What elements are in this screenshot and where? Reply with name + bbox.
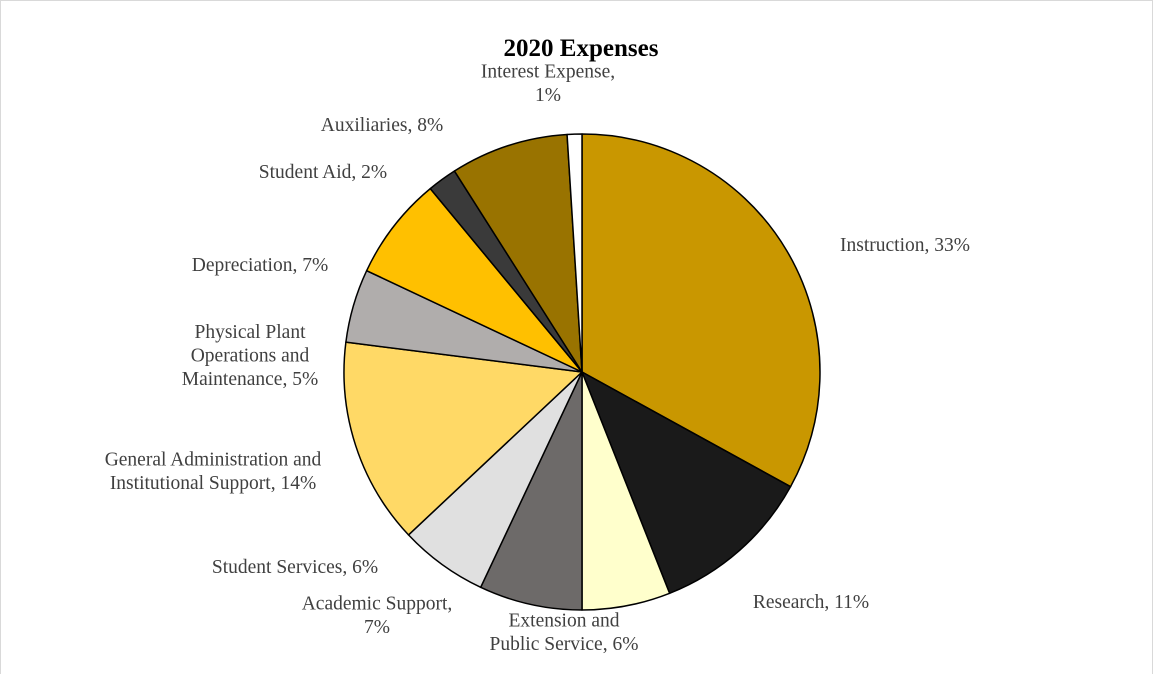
slice-label-auxiliaries: Auxiliaries, 8% <box>321 115 443 136</box>
slice-label-line: Interest Expense, <box>481 62 615 83</box>
slice-label-line: Physical Plant <box>194 322 306 343</box>
chart-frame-edge <box>0 0 1 674</box>
slice-label-line: Academic Support, <box>302 594 453 615</box>
slice-label-line: Public Service, 6% <box>490 634 639 655</box>
pie-slice-depreciation <box>365 187 583 373</box>
pie-slices <box>343 133 821 611</box>
slice-label-line: 7% <box>364 617 390 638</box>
pie-slice-interest-expense <box>566 133 583 373</box>
slice-label-student-aid: Student Aid, 2% <box>259 162 387 183</box>
slice-label-instruction: Instruction, 33% <box>840 235 970 256</box>
pie-slice-general-administration-and-institutional-support <box>343 341 583 536</box>
slice-label-line: Research, 11% <box>753 592 869 613</box>
slice-label-line: Maintenance, 5% <box>182 369 318 390</box>
pie-slice-research <box>581 371 792 595</box>
slice-label-line: Operations and <box>191 345 310 366</box>
slice-label-line: Auxiliaries, 8% <box>321 115 443 136</box>
slice-label-general-administration-and-institutional-support: General Administration and Institutional … <box>105 450 322 494</box>
slice-label-line: Student Services, 6% <box>212 557 378 578</box>
slice-label-line: General Administration and <box>105 450 322 471</box>
slice-label-line: Student Aid, 2% <box>259 162 387 183</box>
pie-slice-instruction <box>581 133 821 488</box>
slice-label-depreciation: Depreciation, 7% <box>192 255 328 276</box>
slice-label-line: Depreciation, 7% <box>192 255 328 276</box>
pie-slice-academic-support <box>479 371 583 611</box>
slice-label-extension-and-public-service: Extension and Public Service, 6% <box>490 611 639 655</box>
chart-title: 2020 Expenses <box>504 35 659 62</box>
slice-label-interest-expense: Interest Expense, 1% <box>481 62 615 106</box>
slice-label-student-services: Student Services, 6% <box>212 557 378 578</box>
pie-labels: Instruction, 33% Research, 11% Extension a… <box>105 62 970 655</box>
pie-slice-auxiliaries <box>453 133 583 373</box>
slice-label-line: Extension and <box>508 611 619 632</box>
slice-label-research: Research, 11% <box>753 592 869 613</box>
slice-label-line: 1% <box>535 85 561 106</box>
slice-label-academic-support: Academic Support, 7% <box>302 594 453 638</box>
slice-label-line: Institutional Support, 14% <box>110 473 316 494</box>
slice-label-physical-plant-operations-and-maintenance: Physical Plant Operations and Maintenance,… <box>182 322 318 390</box>
slice-label-line: Instruction, 33% <box>840 235 970 256</box>
